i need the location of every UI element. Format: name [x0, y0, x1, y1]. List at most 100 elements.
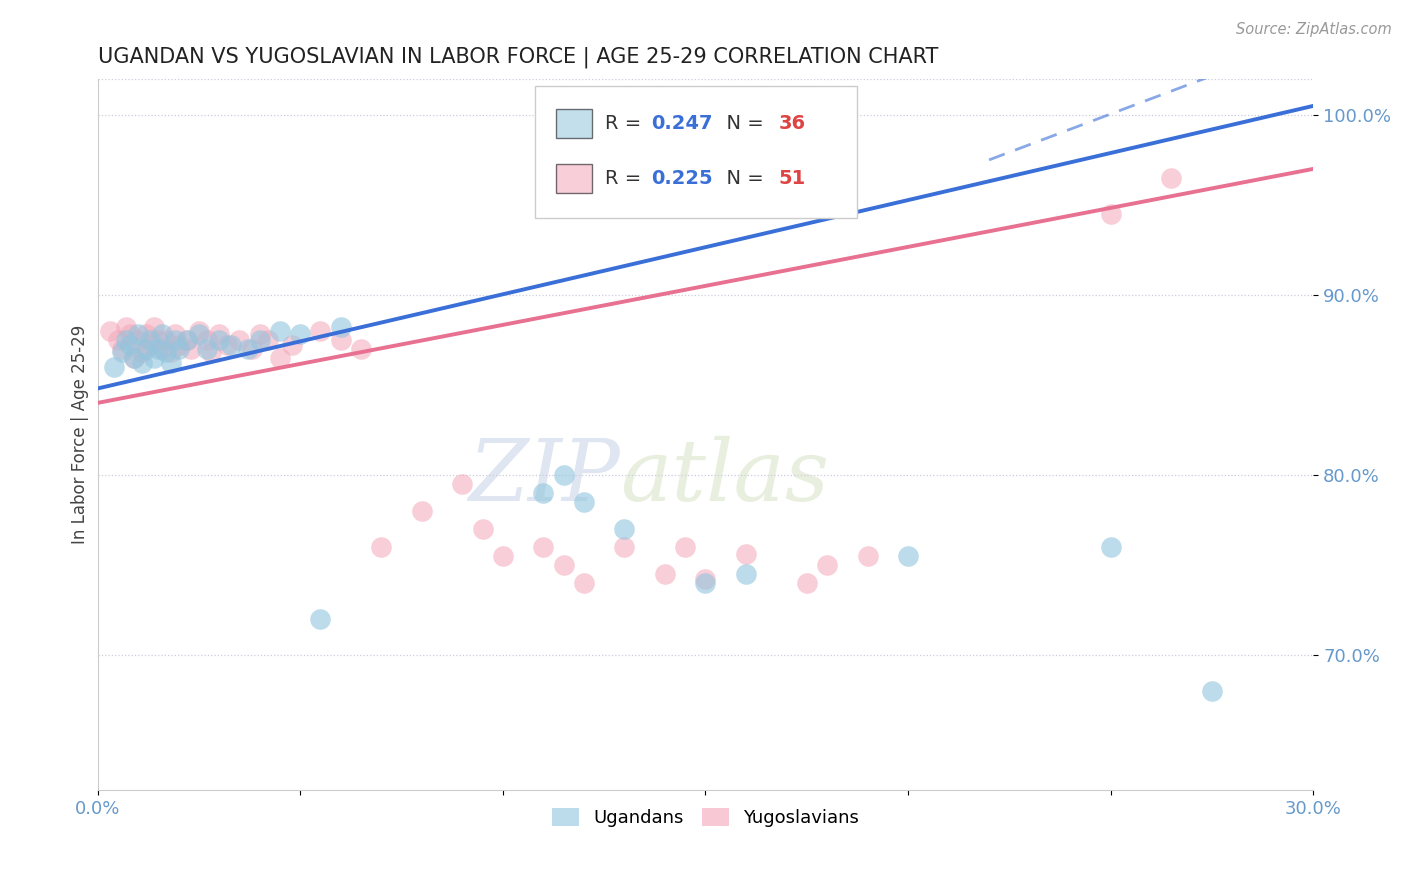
Point — [152, 342, 174, 356]
Point — [269, 351, 291, 365]
Point — [217, 338, 239, 352]
Point — [329, 333, 352, 347]
Text: R =: R = — [605, 169, 647, 188]
Point — [118, 338, 141, 352]
Point — [240, 342, 263, 356]
FancyBboxPatch shape — [555, 164, 592, 193]
Point — [471, 522, 494, 536]
Point — [122, 351, 145, 365]
Text: N =: N = — [714, 169, 770, 188]
Point — [350, 342, 373, 356]
Point — [796, 575, 818, 590]
Text: N =: N = — [714, 114, 770, 133]
Point — [309, 324, 332, 338]
Text: R =: R = — [605, 114, 647, 133]
Point — [309, 612, 332, 626]
Point — [654, 566, 676, 581]
Point — [135, 327, 157, 342]
Point — [200, 345, 222, 359]
Point — [103, 359, 125, 374]
Point — [155, 333, 177, 347]
Point — [370, 540, 392, 554]
Point — [155, 345, 177, 359]
Point — [139, 333, 162, 347]
Text: Source: ZipAtlas.com: Source: ZipAtlas.com — [1236, 22, 1392, 37]
Point — [111, 342, 134, 356]
Point — [152, 327, 174, 342]
Text: 36: 36 — [779, 114, 806, 133]
Point — [111, 345, 134, 359]
Point — [167, 338, 190, 352]
Legend: Ugandans, Yugoslavians: Ugandans, Yugoslavians — [544, 800, 866, 834]
Point — [613, 540, 636, 554]
Point — [1099, 540, 1122, 554]
Point — [613, 522, 636, 536]
Text: UGANDAN VS YUGOSLAVIAN IN LABOR FORCE | AGE 25-29 CORRELATION CHART: UGANDAN VS YUGOSLAVIAN IN LABOR FORCE | … — [97, 46, 938, 68]
Point — [187, 327, 209, 342]
Point — [159, 356, 181, 370]
Point — [195, 333, 218, 347]
Point — [208, 327, 231, 342]
Point — [281, 338, 304, 352]
Point — [815, 558, 838, 572]
Point — [187, 324, 209, 338]
Point — [143, 320, 166, 334]
Point — [221, 338, 243, 352]
Point — [695, 575, 717, 590]
Text: 0.225: 0.225 — [651, 169, 713, 188]
Point — [127, 333, 149, 347]
Point — [131, 345, 153, 359]
Point — [856, 549, 879, 563]
Point — [329, 320, 352, 334]
Point — [148, 342, 170, 356]
Text: atlas: atlas — [620, 435, 830, 518]
Point — [411, 504, 433, 518]
Point — [135, 342, 157, 356]
Point — [695, 572, 717, 586]
Point — [195, 342, 218, 356]
Point — [735, 547, 758, 561]
Point — [167, 342, 190, 356]
Point — [131, 356, 153, 370]
Point — [122, 351, 145, 365]
Point — [115, 333, 138, 347]
Point — [897, 549, 920, 563]
Point — [553, 558, 575, 572]
Point — [531, 540, 554, 554]
Point — [115, 320, 138, 334]
Point — [1160, 170, 1182, 185]
FancyBboxPatch shape — [536, 86, 858, 218]
FancyBboxPatch shape — [555, 110, 592, 138]
Text: 0.247: 0.247 — [651, 114, 713, 133]
Point — [98, 324, 121, 338]
Point — [163, 327, 186, 342]
Point — [143, 351, 166, 365]
Point — [127, 327, 149, 342]
Point — [290, 327, 312, 342]
Point — [492, 549, 515, 563]
Point — [451, 476, 474, 491]
Point — [531, 486, 554, 500]
Point — [249, 327, 271, 342]
Point — [180, 342, 202, 356]
Point — [148, 333, 170, 347]
Y-axis label: In Labor Force | Age 25-29: In Labor Force | Age 25-29 — [72, 325, 89, 544]
Point — [553, 467, 575, 482]
Point — [269, 324, 291, 338]
Point — [236, 342, 259, 356]
Point — [735, 566, 758, 581]
Point — [1201, 684, 1223, 698]
Point — [228, 333, 250, 347]
Point — [572, 495, 595, 509]
Point — [163, 333, 186, 347]
Point — [159, 345, 181, 359]
Point — [107, 333, 129, 347]
Point — [118, 327, 141, 342]
Point — [256, 333, 278, 347]
Text: 51: 51 — [779, 169, 806, 188]
Point — [208, 333, 231, 347]
Point — [572, 575, 595, 590]
Point — [673, 540, 696, 554]
Point — [1099, 207, 1122, 221]
Point — [139, 338, 162, 352]
